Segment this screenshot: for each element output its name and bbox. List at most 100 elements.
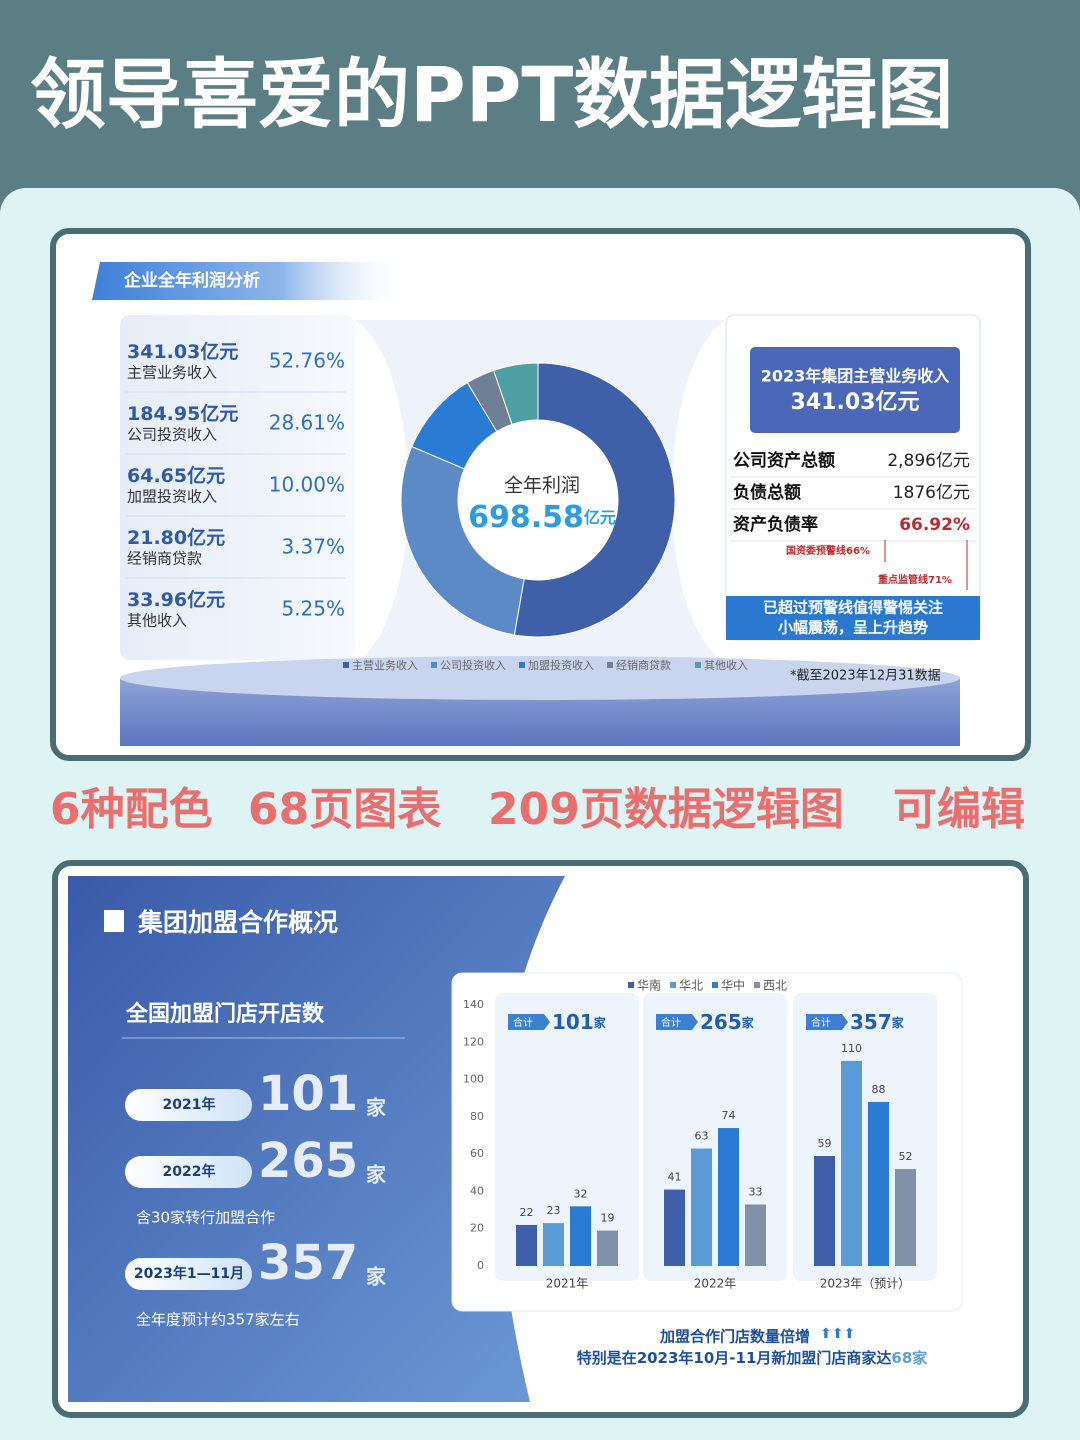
- x-tick-label: 2022年: [694, 1277, 737, 1291]
- stage-top: [120, 656, 960, 700]
- y-tick-label: 60: [470, 1147, 484, 1160]
- bar: [597, 1230, 618, 1266]
- banner-item: 可编辑: [893, 784, 1025, 835]
- bar: [745, 1204, 766, 1266]
- bar-label: 63: [695, 1130, 709, 1143]
- slide-title: 企业全年利润分析: [123, 270, 260, 291]
- legend-swatch: [754, 982, 760, 988]
- row-value: 66.92%: [899, 515, 970, 535]
- amount: 64.65亿元: [127, 464, 225, 487]
- total: 357家: [850, 1010, 905, 1034]
- row-label: 公司资产总额: [733, 450, 835, 471]
- total-badge: [806, 1014, 848, 1030]
- total-unit: 家: [742, 1015, 755, 1030]
- bar-label: 52: [899, 1150, 913, 1163]
- page-title: 领导喜爱的PPT数据逻辑图: [30, 50, 953, 139]
- count-unit: 家: [366, 1163, 387, 1187]
- total: 698.58: [468, 500, 584, 535]
- amount-value: 184.95: [127, 403, 200, 425]
- total-badge: [656, 1014, 698, 1030]
- center-total: 698.58亿元: [468, 500, 616, 535]
- slide-title: 集团加盟合作概况: [137, 908, 338, 937]
- bar-label: 33: [749, 1185, 763, 1198]
- amount-value: 341.03: [127, 341, 200, 363]
- y-tick-label: 80: [470, 1110, 484, 1123]
- bar-label: 41: [668, 1171, 682, 1184]
- amount: 184.95亿元: [127, 402, 238, 425]
- banner-item: 68页图表: [248, 784, 441, 835]
- bar-label: 74: [722, 1109, 736, 1122]
- period: 2023年1—11月: [134, 1265, 244, 1282]
- legend-swatch: [519, 662, 525, 668]
- supervision-line: 重点监管线71%: [878, 573, 952, 586]
- total: 101家: [552, 1010, 607, 1034]
- count: 265: [258, 1133, 358, 1189]
- legend-swatch: [431, 662, 437, 668]
- conclusion: 已超过预警线值得警惕关注: [763, 599, 943, 617]
- footer-text: 特别是在2023年10月-11月新加盟门店商家达: [577, 1349, 892, 1367]
- category: 公司投资收入: [127, 426, 217, 444]
- x-tick-label: 2023年（预计）: [820, 1277, 911, 1291]
- note: *截至2023年12月31数据: [790, 669, 941, 684]
- legend-swatch: [343, 662, 349, 668]
- count: 357: [258, 1235, 358, 1291]
- bar: [868, 1101, 889, 1266]
- total-unit: 亿元: [584, 508, 616, 527]
- bar-label: 22: [520, 1206, 534, 1219]
- total-value: 265: [700, 1010, 742, 1034]
- bar: [664, 1189, 685, 1266]
- amount-value: 64.65: [127, 465, 187, 487]
- bar: [691, 1148, 712, 1266]
- percent: 28.61%: [269, 411, 345, 435]
- bar: [841, 1060, 862, 1266]
- banner-item: 6种配色: [50, 784, 213, 835]
- row-value: 1876亿元: [893, 483, 970, 503]
- donut-hole: [458, 420, 618, 580]
- legend-swatch: [695, 662, 701, 668]
- badge-label: 合计: [811, 1016, 831, 1029]
- legend-label: 华北: [679, 979, 703, 993]
- bar-label: 88: [872, 1083, 886, 1096]
- count: 101: [258, 1066, 358, 1122]
- left-panel: [120, 315, 355, 660]
- badge-label: 合计: [661, 1016, 681, 1029]
- y-tick-label: 0: [477, 1259, 484, 1272]
- percent: 3.37%: [281, 535, 345, 559]
- legend-label: 加盟投资收入: [528, 658, 594, 672]
- amount: 21.80亿元: [127, 526, 225, 549]
- row-label: 资产负债率: [733, 514, 818, 535]
- period: 2022年: [163, 1163, 216, 1180]
- banner: 6种配色 68页图表 209页数据逻辑图 可编辑: [50, 784, 1025, 835]
- period-pill: [125, 1089, 252, 1121]
- y-tick-label: 120: [463, 1035, 484, 1048]
- title-marker: [104, 910, 124, 932]
- period-pill: [125, 1156, 252, 1188]
- y-tick-label: 40: [470, 1184, 484, 1197]
- bar: [516, 1224, 537, 1266]
- note: 含30家转行加盟合作: [136, 1209, 275, 1227]
- badge-label: 合计: [513, 1016, 533, 1029]
- conclusion: 小幅震荡，呈上升趋势: [778, 619, 928, 637]
- footer: 特别是在2023年10月-11月新加盟门店商家达68家: [577, 1349, 928, 1367]
- percent: 52.76%: [269, 349, 345, 373]
- total-badge: [508, 1014, 550, 1030]
- count-unit: 家: [366, 1096, 387, 1120]
- legend-swatch: [670, 982, 676, 988]
- category: 其他收入: [127, 612, 187, 630]
- legend-label: 西北: [763, 979, 787, 993]
- amount-unit: 亿元: [187, 588, 225, 611]
- legend-label: 公司投资收入: [440, 658, 506, 672]
- bar-label: 59: [818, 1137, 832, 1150]
- bar-label: 32: [574, 1187, 588, 1200]
- bar: [814, 1156, 835, 1266]
- legend-label: 其他收入: [704, 658, 748, 672]
- arrows: ⬆⬆⬆: [820, 1326, 855, 1342]
- slide-title-tab: [92, 262, 410, 300]
- percent: 10.00%: [269, 473, 345, 497]
- bar-chart: 0 20 40 60 80 100 120 140 华南 22 41 59 华北 23 63 110 华中 32 7…: [463, 978, 937, 1291]
- footer: 加盟合作门店数量倍增: [659, 1328, 810, 1346]
